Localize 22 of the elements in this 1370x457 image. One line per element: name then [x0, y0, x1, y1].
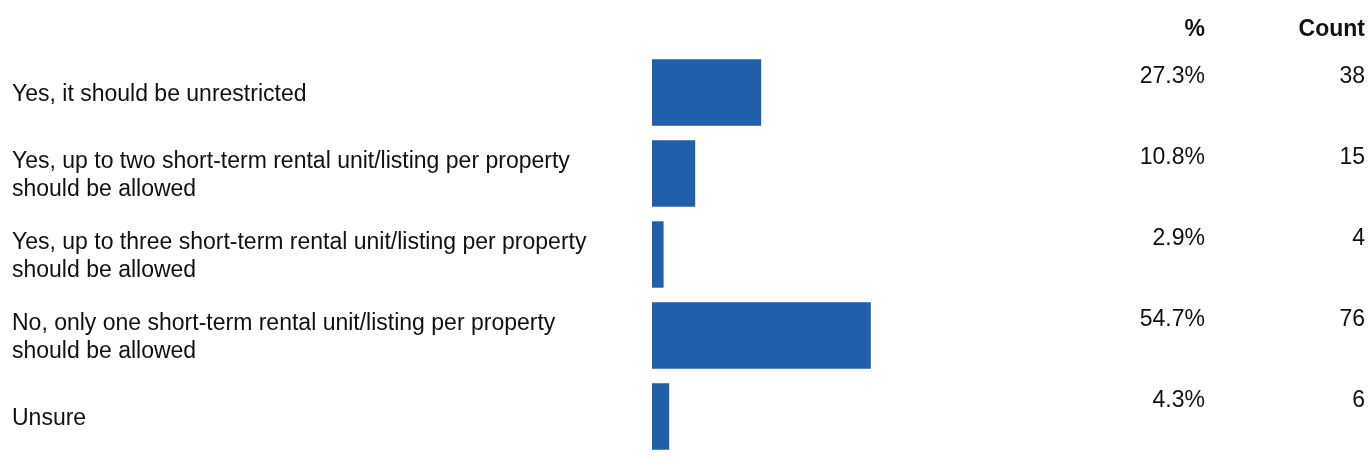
- data-label: 10.8%: [1139, 142, 1205, 169]
- bar: [652, 140, 696, 207]
- y-tick-label: No, only one short-term rental unit/listing per property should be allowed: [12, 308, 562, 363]
- data-label: 27.3%: [1139, 61, 1205, 88]
- text: 76: [1339, 304, 1365, 331]
- bar: [652, 59, 762, 126]
- data-label: 2.9%: [1152, 223, 1205, 250]
- text: Count: [1298, 15, 1366, 41]
- bar: [652, 302, 871, 369]
- text: 4: [1352, 223, 1366, 250]
- bar: [652, 221, 664, 288]
- data-label: 54.7%: [1139, 304, 1205, 331]
- y-tick-label: Yes, up to two short-term rental unit/listing per property should be allowed: [12, 146, 577, 201]
- y-tick-label: Yes, it should be unrestricted: [12, 79, 307, 106]
- text: 6: [1352, 385, 1365, 412]
- text: %: [1184, 15, 1205, 41]
- y-tick-label: Yes, up to three short-term rental unit/listing per property should be allowed: [12, 227, 593, 282]
- text: 15: [1339, 142, 1365, 169]
- bar: [652, 383, 670, 450]
- text: 38: [1339, 61, 1365, 88]
- data-label: 4.3%: [1152, 385, 1205, 412]
- y-tick-label: Unsure: [12, 403, 87, 430]
